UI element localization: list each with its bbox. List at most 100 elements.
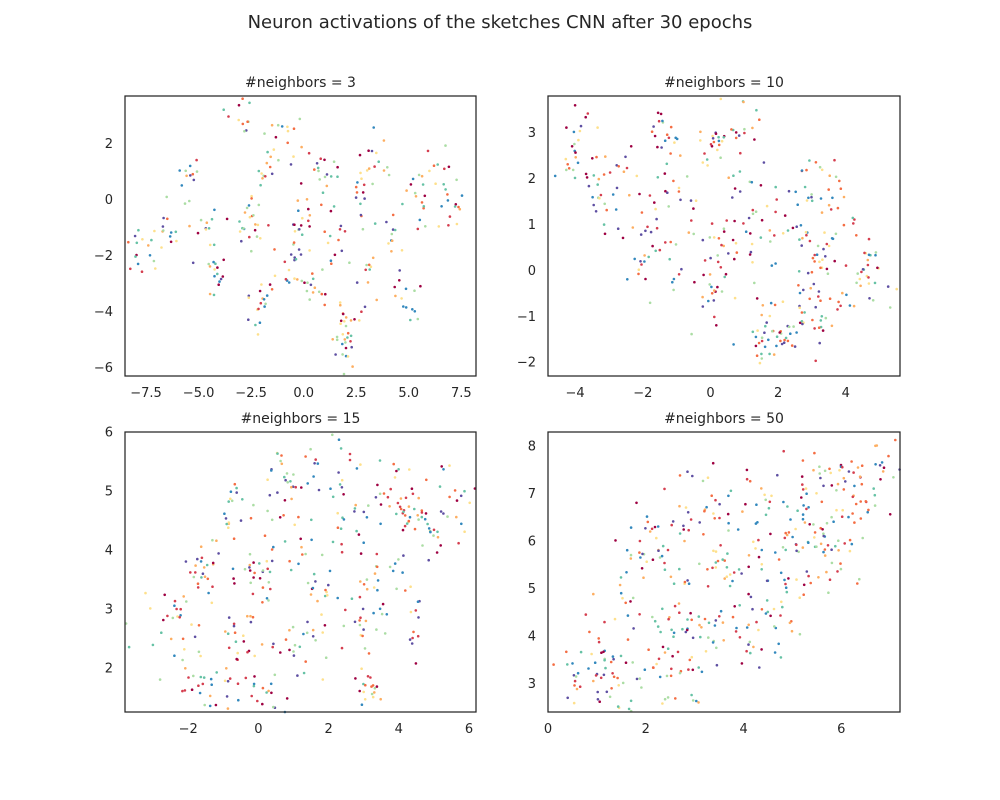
scatter-point xyxy=(162,216,165,220)
scatter-point xyxy=(210,683,213,686)
scatter-point xyxy=(827,203,831,207)
scatter-point xyxy=(329,209,333,213)
scatter-point xyxy=(362,510,366,514)
scatter-point xyxy=(768,314,772,318)
scatter-point xyxy=(136,262,140,266)
scatter-point xyxy=(707,636,710,639)
scatter-point xyxy=(738,170,742,173)
scatter-point xyxy=(358,319,361,322)
scatter-point xyxy=(329,175,333,178)
scatter-point xyxy=(785,533,789,537)
scatter-point xyxy=(199,218,203,222)
scatter-point xyxy=(354,503,358,507)
scatter-point xyxy=(243,211,247,214)
scatter-point xyxy=(632,627,635,630)
scatter-point xyxy=(388,505,391,508)
scatter-point xyxy=(417,616,420,619)
scatter-point xyxy=(651,558,655,561)
scatter-point xyxy=(320,292,324,296)
scatter-point xyxy=(378,607,382,611)
scatter-point xyxy=(765,321,768,324)
scatter-point xyxy=(687,231,691,234)
scatter-point xyxy=(221,275,225,278)
scatter-point xyxy=(713,517,716,520)
scatter-point xyxy=(592,174,596,177)
scatter-point xyxy=(413,527,417,531)
scatter-point xyxy=(407,505,411,508)
scatter-point xyxy=(673,604,677,608)
scatter-point xyxy=(679,154,682,157)
scatter-point xyxy=(753,281,756,285)
scatter-point xyxy=(455,222,459,226)
scatter-point xyxy=(703,259,707,262)
scatter-point xyxy=(359,580,362,583)
scatter-point xyxy=(265,161,269,165)
scatter-point xyxy=(252,561,255,564)
scatter-point xyxy=(760,357,764,360)
scatter-point xyxy=(443,167,446,171)
scatter-point xyxy=(775,344,778,348)
y-tick-label: 8 xyxy=(528,440,536,455)
scatter-point xyxy=(796,509,799,512)
scatter-point xyxy=(781,232,785,235)
scatter-point xyxy=(420,174,424,178)
scatter-point xyxy=(773,625,776,628)
scatter-point xyxy=(184,169,187,173)
scatter-point xyxy=(301,553,304,556)
scatter-point xyxy=(398,269,402,272)
scatter-point xyxy=(247,318,250,322)
scatter-point xyxy=(265,691,268,694)
scatter-point xyxy=(184,560,188,563)
scatter-point xyxy=(290,497,293,501)
scatter-point xyxy=(272,545,275,549)
scatter-point xyxy=(227,500,230,503)
scatter-point xyxy=(336,511,340,515)
scatter-point xyxy=(838,179,841,183)
scatter-point xyxy=(786,339,790,343)
scatter-point xyxy=(707,299,710,303)
scatter-point xyxy=(747,643,750,646)
scatter-point xyxy=(426,522,429,526)
scatter-point xyxy=(300,145,303,149)
scatter-point xyxy=(256,333,260,336)
scatter-point xyxy=(760,336,764,340)
scatter-point xyxy=(690,219,693,222)
scatter-point xyxy=(621,596,624,600)
scatter-point xyxy=(371,256,375,260)
y-tick-label: −1 xyxy=(517,310,536,325)
scatter-point xyxy=(226,679,230,683)
scatter-point xyxy=(826,272,830,276)
scatter-point xyxy=(292,127,296,130)
scatter-point xyxy=(850,460,853,463)
scatter-point xyxy=(699,130,702,134)
scatter-point xyxy=(637,268,641,272)
scatter-point xyxy=(455,499,459,502)
scatter-point xyxy=(400,297,403,300)
scatter-point xyxy=(637,272,640,276)
scatter-point xyxy=(643,668,647,671)
scatter-point xyxy=(819,476,822,480)
scatter-point xyxy=(362,682,365,686)
scatter-point xyxy=(809,286,812,290)
scatter-point xyxy=(740,572,743,575)
scatter-point xyxy=(674,697,677,700)
scatter-point xyxy=(682,524,685,528)
scatter-point xyxy=(224,630,227,633)
scatter-point xyxy=(324,656,328,659)
scatter-point xyxy=(427,527,431,530)
scatter-point xyxy=(376,579,380,582)
scatter-point xyxy=(652,125,655,128)
scatter-point xyxy=(355,529,358,533)
scatter-point xyxy=(658,248,662,252)
scatter-point xyxy=(700,626,703,629)
scatter-point xyxy=(325,184,329,188)
scatter-point xyxy=(171,616,175,620)
scatter-point xyxy=(377,160,381,163)
scatter-point xyxy=(355,281,359,284)
scatter-point xyxy=(705,505,708,509)
scatter-point xyxy=(233,631,237,634)
scatter-point xyxy=(658,556,662,559)
scatter-point xyxy=(860,482,864,486)
scatter-point xyxy=(232,622,236,626)
scatter-point xyxy=(748,479,752,483)
